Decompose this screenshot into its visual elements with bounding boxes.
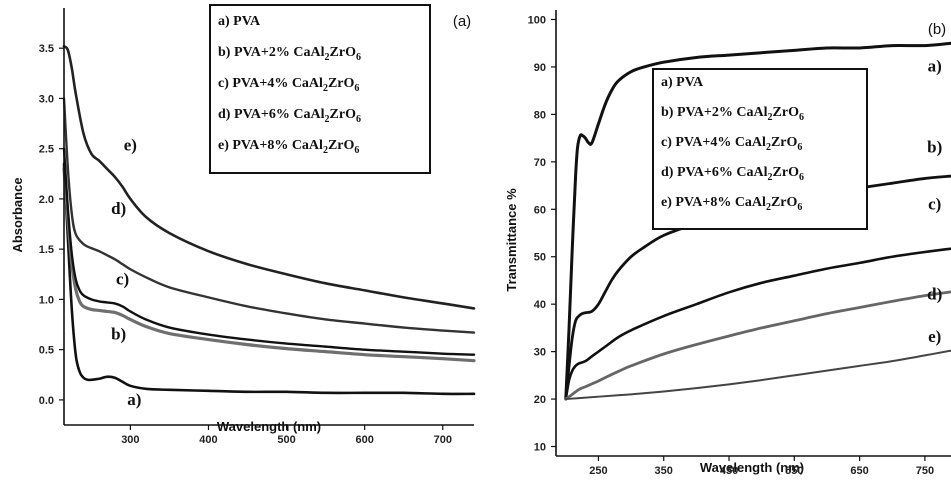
panel-b-curves bbox=[564, 41, 951, 401]
panel-a-y-tick-label: 0.5 bbox=[39, 345, 54, 357]
panel-a-curves bbox=[62, 44, 476, 396]
panel-b-x-tick-label: 750 bbox=[916, 465, 934, 477]
panel-a-x-tick-label: 300 bbox=[121, 434, 139, 446]
panel-a-curve-label: a) bbox=[127, 390, 141, 409]
panel-a-curve-label: c) bbox=[116, 269, 129, 288]
panel-b-legend: a) PVA b) PVA+2% CaAl2ZrO6 c) PVA+4% CaAl2… bbox=[652, 68, 868, 230]
panel-b-y-axis-label: Transmittance % bbox=[504, 188, 519, 292]
panel-b-curve-label: a) bbox=[928, 57, 942, 76]
panel-b-y-tick-label: 90 bbox=[534, 62, 546, 74]
panel-a-legend-entry-d: d) PVA+6% CaAl2ZrO6 bbox=[218, 107, 361, 125]
panel-a-legend-entry-b: b) PVA+2% CaAl2ZrO6 bbox=[218, 45, 361, 63]
panel-b-y-tick-label: 60 bbox=[534, 204, 546, 216]
panel-b-curve-labels: a) b) c) d) e) bbox=[927, 57, 942, 346]
panel-b-legend-entry-d: d) PVA+6% CaAl2ZrO6 bbox=[661, 165, 804, 183]
panel-b-curve-label: c) bbox=[928, 194, 941, 213]
panel-b-x-tick-label: 650 bbox=[850, 465, 868, 477]
panel-b-curve-label: e) bbox=[928, 327, 941, 346]
panel-b-y-tick-label: 30 bbox=[534, 347, 546, 359]
panel-b-series-c-line bbox=[564, 247, 951, 401]
panel-b-legend-entry-e: e) PVA+8% CaAl2ZrO6 bbox=[661, 195, 802, 213]
panel-b-x-tick-label: 350 bbox=[655, 465, 673, 477]
panel-b-curve-label: b) bbox=[927, 137, 942, 156]
panel-b-x-tick-label: 250 bbox=[589, 465, 607, 477]
panel-b-legend-entry-b: b) PVA+2% CaAl2ZrO6 bbox=[661, 105, 804, 123]
panel-a-x-tick-label: 400 bbox=[199, 434, 217, 446]
panel-b-series-d-line bbox=[564, 290, 951, 401]
panel-a-y-tick-label: 0.0 bbox=[39, 395, 54, 407]
panel-a-series-d-line bbox=[62, 97, 476, 334]
panel-a-x-tick-label: 500 bbox=[277, 434, 295, 446]
panel-a-series-e-line bbox=[62, 44, 476, 310]
panel-a-legend-entry-c: c) PVA+4% CaAl2ZrO6 bbox=[218, 76, 359, 94]
panel-b-y-tick-label: 80 bbox=[534, 109, 546, 121]
panel-a-y-tick-label: 3.5 bbox=[39, 43, 54, 55]
panel-b-y-tick-label: 50 bbox=[534, 252, 546, 264]
panel-a-series-b-line bbox=[62, 167, 476, 363]
panel-b-y-tick-label: 10 bbox=[534, 442, 546, 454]
panel-b-label: (b) bbox=[928, 21, 946, 38]
panel-a-legend: a) PVA b) PVA+2% CaAl2ZrO6 c) PVA+4% CaAl2… bbox=[209, 4, 431, 174]
panel-a-absorbance-chart: Absorbance Wavelength (nm) (a) 0.0 0.5 1.0… bbox=[10, 4, 476, 446]
panel-b-legend-entry-a: a) PVA bbox=[661, 75, 704, 90]
panel-b-curve-label: d) bbox=[927, 284, 942, 303]
panel-b-x-axis-label: Wavelength (nm) bbox=[700, 460, 804, 475]
panel-a-y-tick-label: 1.0 bbox=[39, 294, 54, 306]
panel-a-label: (a) bbox=[453, 13, 471, 30]
panel-b-y-tick-label: 100 bbox=[528, 14, 546, 26]
panel-b-y-tick-label: 20 bbox=[534, 394, 546, 406]
panel-a-legend-box bbox=[209, 4, 431, 174]
panel-b-series-a-line bbox=[564, 41, 951, 401]
panel-b-x-tick-label: 550 bbox=[785, 465, 803, 477]
panel-a-x-tick-label: 700 bbox=[434, 434, 452, 446]
panel-a-curve-labels: a) b) c) d) e) bbox=[111, 136, 141, 409]
panel-a-legend-entry-a: a) PVA bbox=[218, 14, 261, 29]
panel-b-axes: 10 20 30 40 50 60 70 80 90 100 250 350 450 550 650 750 bbox=[528, 10, 951, 477]
panel-a-curve-label: e) bbox=[124, 136, 137, 155]
panel-b-x-tick-label: 450 bbox=[720, 465, 738, 477]
panel-b-legend-entry-c: c) PVA+4% CaAl2ZrO6 bbox=[661, 135, 802, 153]
panel-a-y-tick-label: 2.0 bbox=[39, 194, 54, 206]
panel-b-legend-box bbox=[652, 68, 868, 230]
panel-a-y-axis-label: Absorbance bbox=[10, 177, 25, 252]
panel-a-y-tick-label: 2.5 bbox=[39, 144, 54, 156]
panel-a-series-a-line bbox=[62, 162, 476, 396]
panel-a-y-tick-label: 3.0 bbox=[39, 93, 54, 105]
panel-a-x-axis-label: Wavelength (nm) bbox=[217, 419, 321, 434]
panel-a-x-tick-label: 600 bbox=[355, 434, 373, 446]
panel-b-y-tick-label: 40 bbox=[534, 299, 546, 311]
panel-a-y-tick-label: 1.5 bbox=[39, 244, 54, 256]
panel-a-axes: 0.0 0.5 1.0 1.5 2.0 2.5 3.0 3.5 300 400 500 600 700 bbox=[39, 8, 474, 446]
panel-b-y-tick-label: 70 bbox=[534, 157, 546, 169]
panel-b-transmittance-chart: Transmittance % Wavelength (nm) (b) 10 20… bbox=[504, 10, 951, 477]
panel-a-series-c-line bbox=[62, 147, 476, 356]
panel-b-series-e-line bbox=[564, 349, 951, 401]
panel-a-legend-entry-e: e) PVA+8% CaAl2ZrO6 bbox=[218, 138, 359, 156]
panel-a-curve-label: b) bbox=[111, 325, 126, 344]
panel-a-curve-label: d) bbox=[111, 199, 126, 218]
